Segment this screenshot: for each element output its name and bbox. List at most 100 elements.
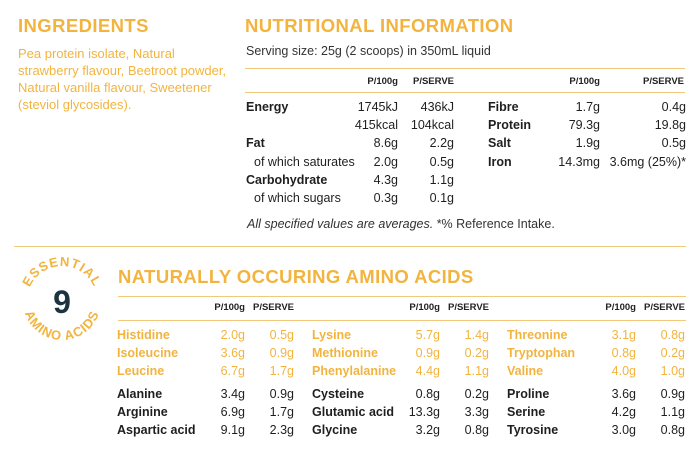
amino-col-per100: P/100g [605,302,636,313]
nutrient-perserve: 0.1g [429,191,454,205]
amino-name: Arginine [117,405,168,419]
nutrient-per100: 14.3mg [558,155,600,169]
amino-perserve: 1.1g [660,405,685,419]
nutrient-per100: 8.6g [373,136,398,150]
nutrient-label: Protein [488,118,532,132]
essential-amino-name: Threonine [507,328,568,342]
nutrition-col-perserve-left: P/SERVE [412,76,454,87]
amino-name: Tyrosine [507,423,559,437]
nutrient-perserve: 0.5g [661,136,686,150]
essential-amino-per100: 6.7g [220,364,245,378]
ingredients-text: Pea protein isolate, Natural strawberry … [18,46,227,112]
amino-name: Serine [507,405,546,419]
essential-amino-name: Leucine [117,364,165,378]
amino-col-per100: P/100g [214,302,245,313]
divider [118,296,686,297]
amino-per100: 9.1g [220,423,245,437]
nutrient-per100: 1.9g [575,136,600,150]
amino-perserve: 1.7g [269,405,294,419]
essential-amino-acids-badge: ESSENTIAL AMINO ACIDS 9 [19,254,104,344]
essential-amino-name: Valine [507,364,544,378]
nutrient-per100: 1.7g [575,100,600,114]
essential-amino-name: Tryptophan [507,346,576,360]
nutrient-per100: 2.0g [373,155,398,169]
amino-name: Glutamic acid [312,405,394,419]
nutrient-per100: 0.3g [373,191,398,205]
nutrient-label: Fat [246,136,265,150]
nutrition-col-per100-right: P/100g [569,76,600,87]
averages-note: All specified values are averages. *% Re… [247,217,555,231]
nutrient-label: Salt [488,136,511,150]
amino-per100: 3.0g [611,423,636,437]
amino-title: NATURALLY OCCURING AMINO ACIDS [118,266,474,287]
amino-per100: 3.6g [611,387,636,401]
nutrient-label: Energy [246,100,289,114]
amino-per100: 13.3g [408,405,440,419]
essential-amino-per100: 3.1g [611,328,636,342]
nutrient-perserve: 0.5g [429,155,454,169]
essential-amino-perserve: 1.0g [660,364,685,378]
nutrient-label: Iron [488,155,512,169]
nutrient-per100: 4.3g [373,173,398,187]
essential-amino-name: Histidine [117,328,170,342]
essential-amino-per100: 3.6g [220,346,245,360]
nutrient-label: of which saturates [254,155,355,169]
amino-col-per100: P/100g [409,302,440,313]
essential-amino-perserve: 0.2g [464,346,489,360]
amino-name: Proline [507,387,550,401]
amino-per100: 3.4g [220,387,245,401]
essential-amino-perserve: 0.5g [269,328,294,342]
averages-note-rest: *% Reference Intake. [433,217,555,231]
amino-name: Glycine [312,423,358,437]
amino-perserve: 2.3g [269,423,294,437]
amino-per100: 3.2g [415,423,440,437]
amino-per100: 0.8g [415,387,440,401]
nutrition-title: NUTRITIONAL INFORMATION [245,15,514,36]
amino-name: Alanine [117,387,163,401]
amino-perserve: 0.9g [269,387,294,401]
essential-amino-name: Isoleucine [117,346,179,360]
nutrient-perserve: 436kJ [420,100,454,114]
nutrition-col-perserve-right: P/SERVE [642,76,684,87]
amino-col-perserve: P/SERVE [252,302,294,313]
essential-amino-per100: 0.8g [611,346,636,360]
amino-perserve: 0.2g [464,387,489,401]
essential-amino-per100: 4.0g [611,364,636,378]
nutrient-perserve: 1.1g [429,173,454,187]
nutrient-perserve: 0.4g [661,100,686,114]
badge-number: 9 [53,284,71,320]
amino-perserve: 0.9g [660,387,685,401]
essential-amino-perserve: 1.1g [464,364,489,378]
section-divider [14,246,686,247]
nutrient-label: Carbohydrate [246,173,328,187]
essential-amino-perserve: 1.4g [464,328,489,342]
essential-amino-per100: 0.9g [415,346,440,360]
amino-per100: 4.2g [611,405,636,419]
essential-amino-perserve: 0.9g [269,346,294,360]
averages-note-italic: All specified values are averages. [247,217,434,231]
nutrient-perserve: 2.2g [429,136,454,150]
nutrient-per100: 1745kJ [357,100,398,114]
essential-amino-name: Phenylalanine [312,364,397,378]
essential-amino-perserve: 1.7g [269,364,294,378]
essential-amino-perserve: 0.8g [660,328,685,342]
essential-amino-perserve: 0.2g [660,346,685,360]
divider [245,68,685,69]
nutrition-col-per100-left: P/100g [367,76,398,87]
amino-perserve: 3.3g [464,405,489,419]
nutrient-label: of which sugars [254,191,341,205]
essential-amino-name: Methionine [312,346,378,360]
nutrient-perserve: 3.6mg (25%)* [609,155,686,169]
serving-size: Serving size: 25g (2 scoops) in 350mL li… [246,44,491,58]
amino-perserve: 0.8g [464,423,489,437]
amino-name: Cysteine [312,387,365,401]
essential-amino-per100: 2.0g [220,328,245,342]
nutrient-perserve: 104kcal [410,118,454,132]
nutrient-perserve: 19.8g [654,118,686,132]
ingredients-title: INGREDIENTS [18,15,149,36]
essential-amino-per100: 5.7g [415,328,440,342]
amino-per100: 6.9g [220,405,245,419]
nutrient-per100: 415kcal [354,118,398,132]
divider [245,92,685,93]
essential-amino-per100: 4.4g [415,364,440,378]
